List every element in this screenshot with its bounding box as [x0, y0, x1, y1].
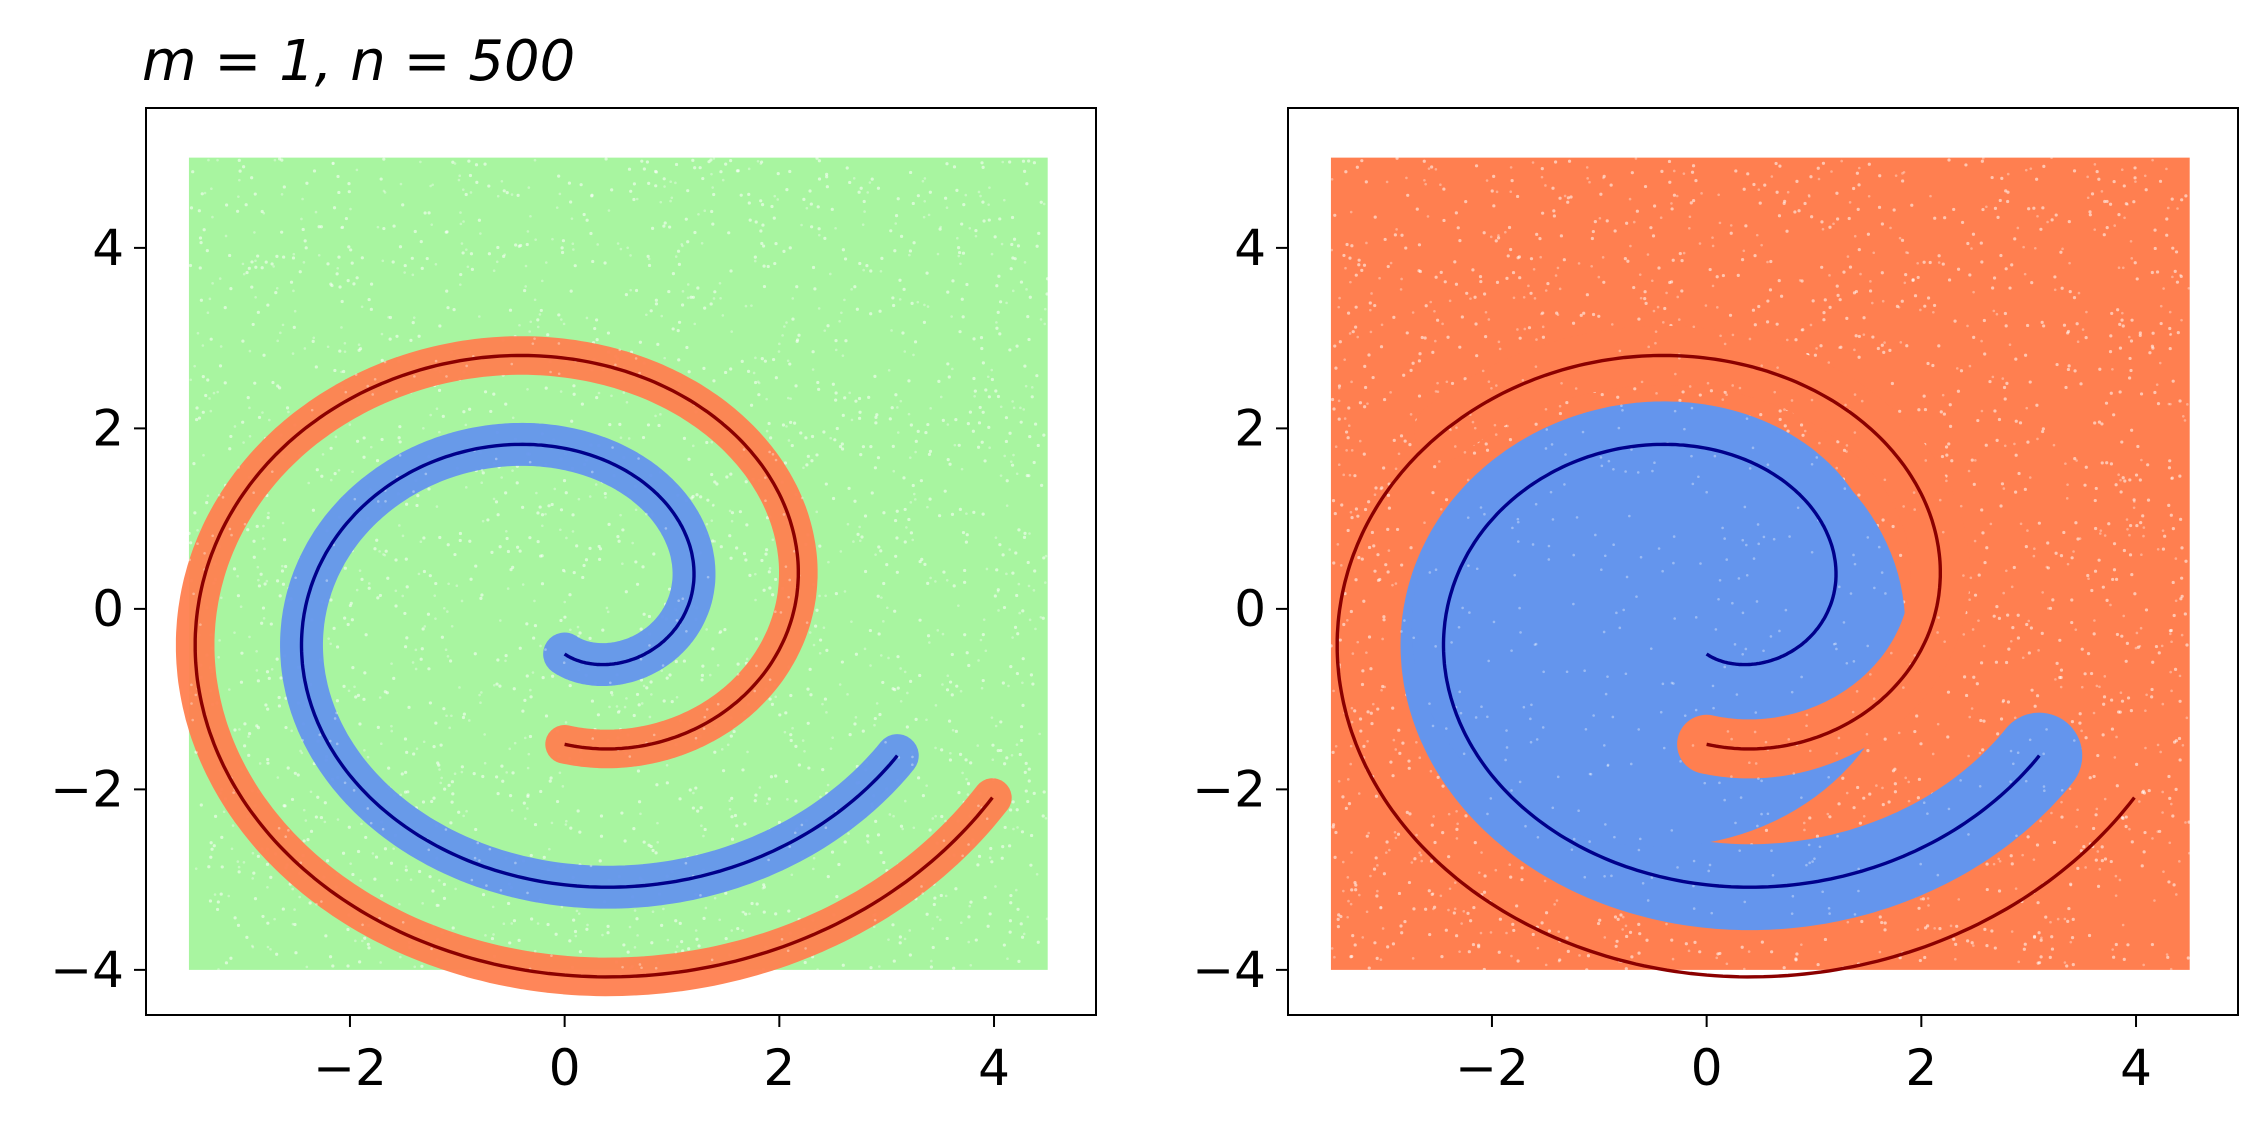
dark-red-spiral-curve [1335, 353, 2136, 979]
x-tick-label: 2 [763, 1039, 795, 1097]
axes-frame [1287, 107, 2239, 1016]
y-tick-label: 0 [1234, 580, 1266, 638]
y-tick-label: 2 [92, 399, 124, 457]
dark-red-spiral-curve [193, 353, 994, 979]
x-tick-label: −2 [313, 1039, 387, 1097]
navy-spiral-curve [299, 442, 899, 889]
x-tick-label: 2 [1905, 1039, 1937, 1097]
right-panel: −2 0 2 4 −4 −2 0 2 4 [1192, 107, 2239, 1097]
y-tick-label: 4 [1234, 219, 1266, 277]
left-panel-title: m = 1, n = 500 [142, 29, 575, 94]
y-tick-label: −4 [50, 941, 124, 999]
left-panel: −2 0 2 4 −4 −2 0 2 4 [50, 107, 1097, 1097]
x-tick-label: 4 [978, 1039, 1010, 1097]
inner-class-core [1411, 406, 1906, 847]
y-tick-label: −2 [1192, 760, 1266, 818]
y-tick-label: 0 [92, 580, 124, 638]
scatter-texture-overlay [188, 157, 1049, 971]
y-tick-label: 4 [92, 219, 124, 277]
navy-spiral-curve [1441, 442, 2041, 889]
scatter-texture-overlay [1330, 156, 2191, 971]
y-tick-label: 2 [1234, 399, 1266, 457]
x-tick-label: 0 [1691, 1039, 1723, 1097]
x-tick-label: 0 [549, 1039, 581, 1097]
y-tick-label: −2 [50, 760, 124, 818]
axes-frame [145, 107, 1097, 1016]
x-tick-label: −2 [1455, 1039, 1529, 1097]
x-tick-label: 4 [2120, 1039, 2152, 1097]
y-tick-label: −4 [1192, 941, 1266, 999]
